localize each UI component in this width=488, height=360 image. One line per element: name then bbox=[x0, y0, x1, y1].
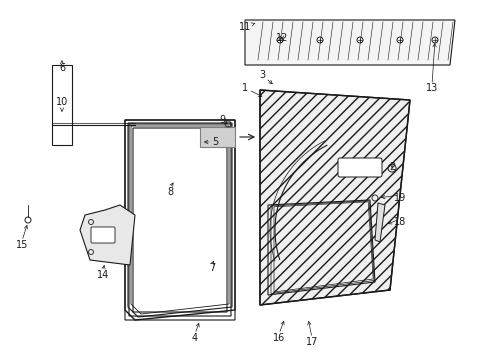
Text: 9: 9 bbox=[219, 115, 227, 125]
Text: 13: 13 bbox=[425, 83, 437, 93]
Polygon shape bbox=[374, 203, 384, 242]
Text: 18: 18 bbox=[393, 217, 406, 227]
FancyBboxPatch shape bbox=[52, 65, 72, 145]
FancyBboxPatch shape bbox=[337, 158, 381, 177]
Polygon shape bbox=[260, 90, 409, 305]
Text: 11: 11 bbox=[238, 22, 254, 32]
Text: 10: 10 bbox=[56, 97, 68, 111]
Text: 4: 4 bbox=[192, 333, 198, 343]
Text: 15: 15 bbox=[16, 240, 28, 250]
Polygon shape bbox=[80, 205, 135, 265]
Text: 14: 14 bbox=[97, 270, 109, 280]
Text: 5: 5 bbox=[204, 137, 218, 147]
Polygon shape bbox=[244, 20, 454, 65]
Text: 7: 7 bbox=[208, 263, 215, 273]
Text: 1: 1 bbox=[242, 83, 261, 96]
Text: 2: 2 bbox=[388, 162, 394, 172]
Text: 6: 6 bbox=[59, 61, 65, 73]
Text: 17: 17 bbox=[305, 337, 318, 347]
FancyBboxPatch shape bbox=[200, 127, 235, 147]
Text: 12: 12 bbox=[275, 33, 287, 43]
Text: 16: 16 bbox=[272, 333, 285, 343]
Text: 19: 19 bbox=[393, 193, 406, 203]
Text: 8: 8 bbox=[166, 187, 173, 197]
Text: 3: 3 bbox=[259, 70, 272, 84]
FancyBboxPatch shape bbox=[91, 227, 115, 243]
